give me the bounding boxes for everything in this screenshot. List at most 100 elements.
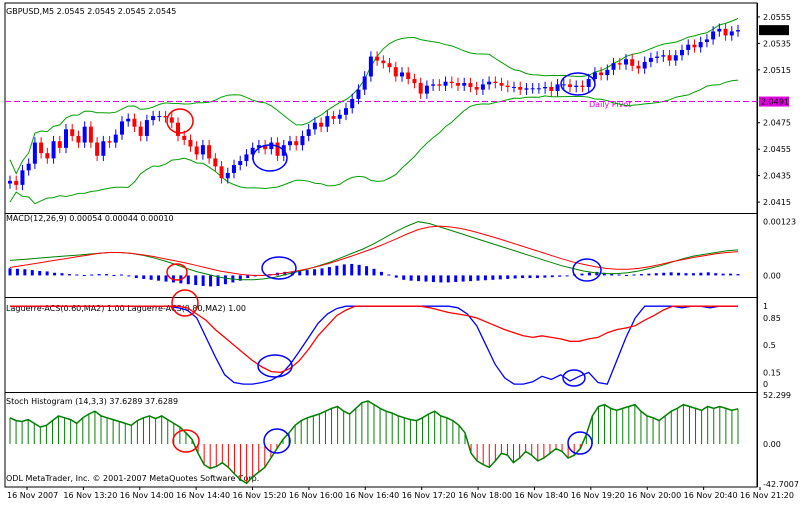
macd-histogram-bar bbox=[550, 275, 554, 278]
macd-tick-label: 0.00 bbox=[763, 271, 781, 280]
macd-histogram-bar bbox=[327, 267, 331, 276]
bollinger-lower-line bbox=[9, 79, 739, 205]
candle-body bbox=[698, 42, 703, 48]
candle-body bbox=[512, 87, 516, 89]
macd-histogram-bar bbox=[587, 272, 591, 276]
macd-histogram-bar bbox=[446, 275, 450, 283]
candle-body bbox=[95, 142, 100, 156]
macd-histogram-bar bbox=[23, 269, 27, 276]
macd-histogram-bar bbox=[320, 268, 324, 276]
macd-histogram-bar bbox=[639, 274, 643, 276]
candle-body bbox=[45, 153, 50, 159]
candle-body bbox=[337, 114, 342, 119]
candle-body bbox=[232, 165, 236, 173]
candle-body bbox=[275, 142, 280, 156]
candle-body bbox=[686, 44, 691, 50]
candle-body bbox=[57, 141, 62, 148]
macd-histogram-bar bbox=[409, 275, 413, 281]
macd-tick-label: 0.00123 bbox=[763, 217, 796, 226]
highlight-circle bbox=[562, 369, 586, 387]
macd-histogram-bar bbox=[357, 264, 361, 276]
candle-body bbox=[524, 88, 529, 90]
laguerre-060-line bbox=[10, 305, 738, 385]
price-tick-label: 2.0535 bbox=[763, 39, 791, 48]
macd-histogram-bar bbox=[654, 273, 658, 276]
macd-histogram-bar bbox=[513, 275, 517, 279]
macd-histogram-bar bbox=[677, 272, 681, 276]
candle-body bbox=[406, 72, 411, 80]
macd-histogram-bar bbox=[617, 274, 621, 276]
candle-body bbox=[157, 116, 162, 118]
time-tick-label: 16 Nov 14:40 bbox=[176, 491, 230, 500]
candle-body bbox=[711, 31, 716, 40]
candle-body bbox=[126, 118, 131, 122]
bollinger-upper-line bbox=[9, 18, 739, 175]
candle-body bbox=[381, 60, 386, 64]
candle-body bbox=[549, 87, 554, 91]
candle-body bbox=[580, 85, 585, 88]
stoch-line bbox=[9, 400, 739, 485]
candle-body bbox=[456, 83, 460, 86]
macd-histogram-bar bbox=[342, 264, 346, 276]
macd-histogram-bar bbox=[417, 275, 421, 282]
candle-body bbox=[729, 31, 734, 36]
macd-histogram-bar bbox=[238, 275, 242, 281]
time-tick-label: 16 Nov 16:00 bbox=[289, 491, 343, 500]
candle-body bbox=[269, 142, 274, 150]
candle-body bbox=[468, 83, 473, 88]
time-tick-label: 16 Nov 2007 bbox=[7, 491, 58, 500]
highlight-circle bbox=[560, 72, 596, 96]
macd-histogram-bar bbox=[580, 273, 584, 276]
candle-body bbox=[400, 72, 404, 77]
macd-histogram-bar bbox=[521, 275, 525, 279]
macd-histogram-bar bbox=[394, 275, 398, 278]
macd-histogram-bar bbox=[112, 274, 116, 276]
stoch-tick-label: -42.7007 bbox=[763, 480, 799, 489]
price-tick-label: 2.0415 bbox=[763, 198, 791, 207]
macd-histogram-bar bbox=[610, 273, 614, 276]
price-tick-label: 2.0555 bbox=[763, 13, 791, 22]
candle-body bbox=[132, 118, 137, 127]
time-tick-label: 16 Nov 21:20 bbox=[740, 491, 794, 500]
candle-body bbox=[648, 57, 653, 62]
macd-histogram-bar bbox=[164, 275, 168, 282]
candle-body bbox=[194, 146, 199, 155]
price-tick-label: 2.0515 bbox=[763, 66, 791, 75]
candle-body bbox=[586, 79, 591, 88]
candle-body bbox=[518, 87, 523, 90]
macd-histogram-bar bbox=[662, 272, 666, 276]
macd-histogram-bar bbox=[565, 275, 569, 277]
macd-histogram-bar bbox=[45, 271, 49, 276]
macd-histogram-bar bbox=[498, 275, 502, 280]
time-tick-label: 16 Nov 14:00 bbox=[120, 491, 174, 500]
candle-body bbox=[387, 63, 392, 68]
candle-body bbox=[555, 84, 560, 91]
time-tick-label: 16 Nov 18:00 bbox=[458, 491, 512, 500]
macd-histogram-bar bbox=[721, 273, 725, 276]
candle-body bbox=[51, 141, 56, 159]
macd-histogram-bar bbox=[706, 272, 710, 276]
macd-histogram-bar bbox=[298, 271, 302, 276]
candle-body bbox=[480, 84, 485, 90]
candle-body bbox=[418, 83, 423, 94]
candle-body bbox=[642, 61, 647, 69]
macd-histogram-bar bbox=[223, 275, 227, 285]
candle-body bbox=[207, 145, 212, 159]
candle-body bbox=[617, 63, 622, 65]
highlight-circle bbox=[257, 354, 293, 378]
laguerre-tick-label: 0.15 bbox=[763, 368, 781, 377]
price-tick-label: 2.0435 bbox=[763, 172, 791, 181]
time-tick-label: 16 Nov 20:00 bbox=[627, 491, 681, 500]
macd-histogram-bar bbox=[216, 275, 220, 286]
macd-histogram-bar bbox=[506, 275, 510, 279]
candle-body bbox=[138, 126, 143, 136]
macd-histogram-bar bbox=[483, 275, 487, 281]
macd-histogram-bar bbox=[558, 275, 562, 277]
laguerre-tick-label: 0.85 bbox=[763, 314, 781, 323]
candle-body bbox=[568, 84, 572, 88]
macd-histogram-bar bbox=[476, 275, 480, 281]
macd-histogram-bar bbox=[714, 273, 718, 276]
macd-histogram-bar bbox=[602, 272, 606, 276]
candle-body bbox=[144, 120, 149, 136]
candle-body bbox=[592, 72, 597, 80]
